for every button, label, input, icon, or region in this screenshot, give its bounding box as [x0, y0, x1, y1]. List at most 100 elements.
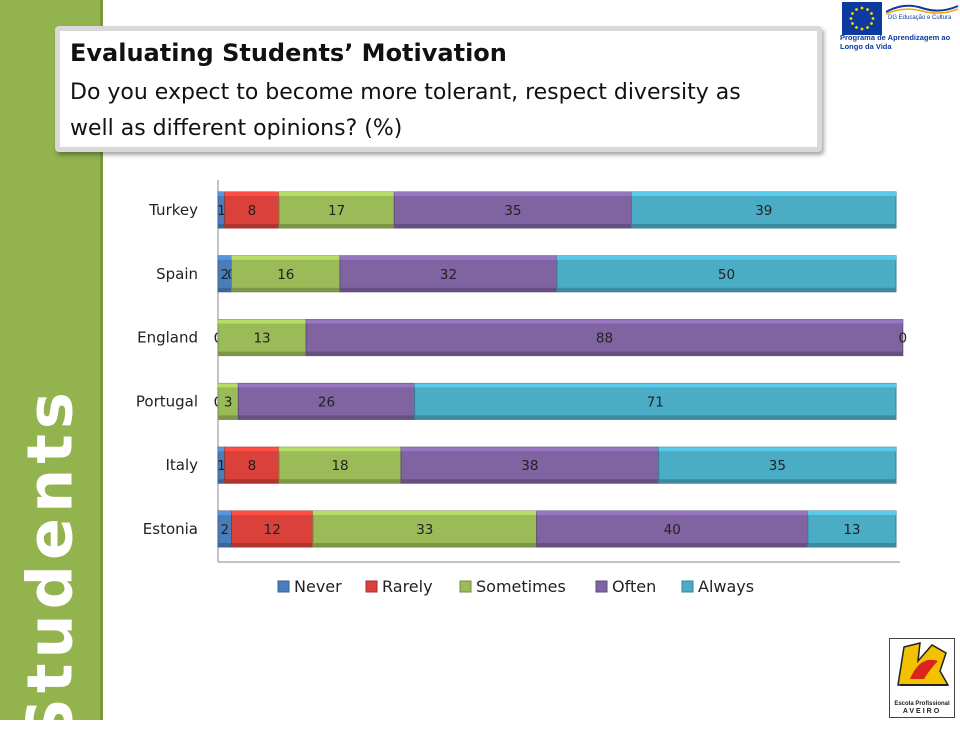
bar-segment-shadow [312, 543, 537, 547]
bar-segment-highlight [224, 447, 280, 452]
bar-segment-shadow [279, 224, 395, 228]
category-label: Italy [165, 456, 198, 474]
bar-segment-highlight [414, 383, 896, 388]
slide-title: Evaluating Students’ Motivation [70, 39, 507, 67]
school-label: Escola Profissional AVEIRO [890, 701, 954, 715]
bar-segment [237, 382, 416, 420]
bar-segment-highlight [224, 192, 280, 196]
legend-swatch [595, 580, 608, 593]
eu-dg-label: DG Educação e Cultura [888, 15, 952, 21]
bar-segment-shadow [218, 415, 239, 420]
stacked-bar-chart: Turkey18173539Spain20163250England001388… [136, 180, 907, 596]
program-swoosh-icon [885, 4, 959, 15]
bar-segment-shadow [807, 543, 896, 547]
data-label: 13 [843, 522, 860, 538]
legend-label: Sometimes [476, 577, 566, 596]
bar-segment [631, 191, 897, 229]
data-label: 8 [248, 203, 257, 219]
category-label: Portugal [136, 392, 198, 410]
bar-segment-highlight [312, 511, 537, 515]
bar-segment-highlight [218, 447, 225, 452]
bar-segment-highlight [658, 447, 896, 452]
bar-segment [658, 446, 897, 484]
data-label: 13 [253, 331, 270, 347]
bar-segment-shadow [218, 351, 307, 356]
data-label: 26 [318, 394, 335, 410]
data-label: 12 [264, 522, 281, 538]
bar-segment-highlight [231, 511, 313, 515]
eu-flag-icon [842, 2, 882, 35]
slide-subtitle: Do you expect to become more tolerant, r… [70, 80, 741, 141]
bar-segment [231, 255, 341, 293]
bar-segment-shadow [306, 351, 903, 356]
bar-segment-shadow [536, 543, 808, 547]
bar-segment-shadow [279, 479, 402, 484]
bar-segment-shadow [401, 479, 659, 484]
data-label: 1 [217, 458, 226, 474]
school-line1: Escola Profissional [894, 701, 950, 707]
bar-segment-shadow [224, 224, 280, 228]
bar-segment [400, 446, 660, 484]
bar-segment-shadow [218, 479, 225, 484]
bar-segment-highlight [631, 192, 896, 196]
bar-segment-shadow [231, 287, 341, 292]
category-label: England [137, 329, 198, 347]
bar-segment-highlight [557, 255, 896, 260]
data-label: 2 [220, 522, 229, 538]
data-label: 3 [224, 394, 233, 410]
data-label: 71 [647, 394, 664, 410]
bar-segment-highlight [401, 447, 659, 452]
bar-segment-shadow [557, 287, 896, 292]
bar-segment-highlight [394, 192, 632, 196]
bar-segment-highlight [536, 511, 808, 515]
bar-segment-highlight [306, 319, 903, 324]
bar-segment-highlight [807, 511, 896, 515]
bar-segment-shadow [394, 224, 632, 228]
category-label: Turkey [148, 201, 198, 219]
data-label: 1 [217, 203, 226, 219]
bar-segment [224, 446, 280, 484]
bar-segment-shadow [340, 287, 557, 292]
data-label: 50 [718, 267, 735, 283]
legend-label: Rarely [382, 577, 433, 596]
eu-program-label: Programa de Aprendizagem ao Longo da Vid… [840, 33, 951, 51]
bar-segment [339, 255, 558, 293]
category-label: Estonia [143, 520, 198, 538]
bar-segment-shadow [218, 287, 232, 292]
bar-segment-shadow [414, 415, 896, 420]
bar-segment [305, 319, 904, 357]
title-box: Evaluating Students’ Motivation Do you e… [55, 26, 822, 152]
legend-swatch [681, 580, 694, 593]
data-label: 88 [596, 331, 613, 347]
data-label: 38 [521, 458, 538, 474]
bar-segment-highlight [218, 192, 225, 196]
legend-label: Often [612, 577, 656, 596]
legend-label: Always [698, 577, 754, 596]
bar-segment-shadow [238, 415, 415, 420]
data-label: 0 [898, 331, 907, 347]
data-label: 2 [220, 267, 229, 283]
school-logo: Escola Profissional AVEIRO [889, 638, 955, 718]
bar-segment-shadow [631, 224, 896, 228]
school-emblem-icon [897, 642, 950, 686]
legend-swatch [459, 580, 472, 593]
school-line2: AVEIRO [902, 708, 942, 715]
legend-swatch [365, 580, 378, 593]
category-label: Spain [156, 265, 198, 283]
bar-segment-highlight [218, 255, 232, 260]
data-label: 17 [328, 203, 345, 219]
bar-segment-highlight [340, 255, 557, 260]
bar-segment-highlight [218, 383, 239, 388]
bar-segment-shadow [224, 479, 280, 484]
data-label: 40 [664, 522, 681, 538]
data-label: 33 [416, 522, 433, 538]
bar-segment-highlight [279, 192, 395, 196]
bar-segment-highlight [231, 255, 341, 260]
bar-segment [393, 191, 633, 229]
bar-segment-highlight [218, 511, 232, 515]
bar-segment-highlight [238, 383, 415, 388]
eu-logo: DG Educação e Cultura Programa de Aprend… [838, 0, 960, 62]
legend-swatch [277, 580, 290, 593]
bar-segment-highlight [279, 447, 402, 452]
bar-segment-shadow [218, 224, 225, 228]
